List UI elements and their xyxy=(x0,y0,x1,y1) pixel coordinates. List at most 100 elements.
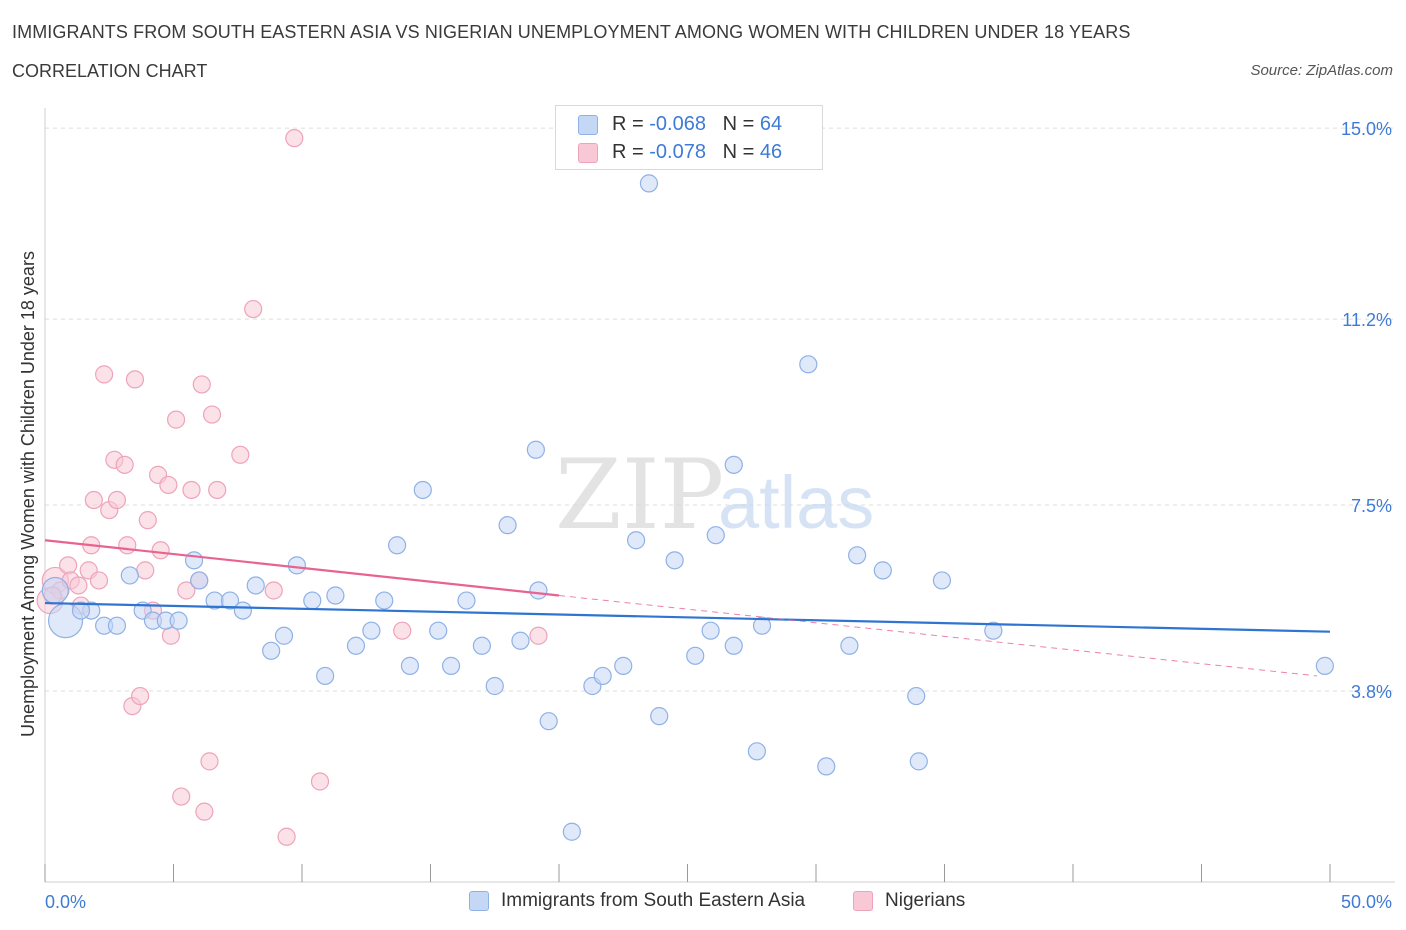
data-point xyxy=(907,686,926,706)
data-point xyxy=(95,365,114,384)
bottom-legend-swatch-blue xyxy=(469,891,489,911)
data-point xyxy=(69,576,88,595)
data-point xyxy=(873,561,892,580)
legend-r-label: R = xyxy=(612,113,650,135)
data-point xyxy=(498,516,517,535)
data-point xyxy=(316,666,335,686)
stats-legend: R = -0.068 N = 64 R = -0.078 N = 46 xyxy=(555,105,823,170)
data-point xyxy=(511,631,530,650)
data-point xyxy=(41,576,69,605)
y-tick-label: 7.5% xyxy=(1351,496,1392,516)
chart-title: IMMIGRANTS FROM SOUTH EASTERN ASIA VS NI… xyxy=(12,22,1131,42)
data-point xyxy=(614,656,633,675)
data-point xyxy=(59,556,78,575)
data-point xyxy=(665,551,684,570)
legend-r-label: R = xyxy=(612,141,650,163)
y-tick-label: 11.2% xyxy=(1342,310,1392,330)
data-point xyxy=(84,490,103,510)
data-point xyxy=(177,581,196,600)
legend-n-label: N = xyxy=(722,141,760,163)
data-point xyxy=(200,752,219,771)
legend-swatch-pink xyxy=(578,143,598,163)
y-tick-label: 3.8% xyxy=(1351,682,1392,702)
data-point xyxy=(138,511,157,530)
legend-n-value: 64 xyxy=(759,113,783,135)
data-point xyxy=(233,601,252,620)
data-point xyxy=(429,621,448,640)
data-point xyxy=(724,636,743,655)
chart-subtitle: CORRELATION CHART xyxy=(12,61,208,81)
x-tick-label: 50.0% xyxy=(1341,892,1392,912)
legend-n-value: 46 xyxy=(759,141,783,163)
data-point xyxy=(277,827,296,846)
data-point xyxy=(526,440,545,459)
data-point xyxy=(115,455,134,474)
data-point xyxy=(593,666,612,686)
data-point xyxy=(118,536,137,555)
data-point xyxy=(159,475,178,495)
data-point xyxy=(244,299,263,319)
data-point xyxy=(932,571,952,590)
data-point xyxy=(639,174,659,193)
tick-labels: 3.8% 7.5% 11.2% 15.0% 0.0% 50.0% xyxy=(45,119,1392,912)
data-point xyxy=(799,355,818,374)
data-point xyxy=(231,445,250,464)
data-point xyxy=(387,536,407,555)
legend-n-label: N = xyxy=(722,113,760,135)
data-point xyxy=(246,576,265,595)
data-point xyxy=(441,656,461,675)
data-point xyxy=(747,742,766,761)
trend-line-nigerians-extended xyxy=(558,595,1318,677)
data-point xyxy=(326,586,345,605)
data-point xyxy=(1315,656,1334,675)
axes xyxy=(44,108,1395,883)
data-point xyxy=(346,636,366,655)
data-point xyxy=(161,626,181,645)
watermark-atlas: atlas xyxy=(718,461,874,544)
data-point xyxy=(130,686,150,706)
data-point xyxy=(529,581,548,600)
data-point xyxy=(393,621,412,640)
data-point xyxy=(287,556,306,575)
data-point xyxy=(172,787,191,806)
data-point xyxy=(195,802,214,821)
data-point xyxy=(125,370,145,389)
data-point xyxy=(848,546,867,565)
data-point xyxy=(71,601,91,620)
data-point xyxy=(562,822,581,841)
data-point xyxy=(190,571,209,590)
data-point xyxy=(192,375,211,394)
data-point xyxy=(262,641,281,660)
data-point xyxy=(375,591,394,610)
data-point xyxy=(539,712,558,731)
data-point xyxy=(472,636,491,655)
data-point xyxy=(706,526,725,545)
data-point xyxy=(303,591,322,610)
data-point xyxy=(984,621,1003,640)
data-point xyxy=(89,571,109,590)
data-point xyxy=(220,591,240,610)
y-tick-label: 15.0% xyxy=(1341,119,1392,139)
data-point xyxy=(909,752,928,771)
series-nigerians-points xyxy=(36,129,548,846)
data-point xyxy=(457,591,476,610)
data-point xyxy=(120,566,139,585)
data-point xyxy=(650,707,669,726)
data-point xyxy=(817,757,836,776)
data-point xyxy=(264,581,283,600)
data-point xyxy=(840,636,859,655)
data-point xyxy=(274,626,294,645)
data-point xyxy=(626,531,646,550)
bottom-legend-label-sea: Immigrants from South Eastern Asia xyxy=(501,890,806,911)
series-sea-points xyxy=(41,174,1334,841)
legend-r-value: -0.068 xyxy=(649,113,706,135)
data-point xyxy=(701,621,720,640)
data-point xyxy=(182,480,201,500)
data-point xyxy=(310,772,330,791)
data-point xyxy=(136,561,155,580)
data-point xyxy=(202,405,222,424)
bottom-legend-label-nigerians: Nigerians xyxy=(885,890,966,911)
data-point xyxy=(485,676,504,696)
data-point xyxy=(362,621,381,640)
data-point xyxy=(169,611,188,630)
